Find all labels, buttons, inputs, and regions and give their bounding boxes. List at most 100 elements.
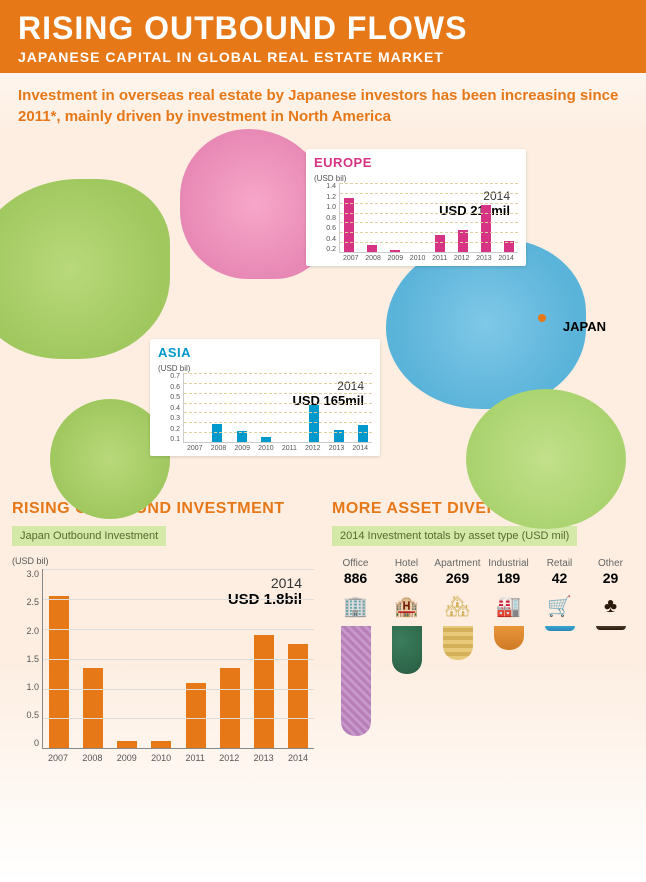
xtick-label: 2014 <box>352 445 368 452</box>
assets-column: MORE ASSET DIVERSIFICATION 2014 Investme… <box>332 499 634 763</box>
outbound-section-title: RISING OUTBOUND INVESTMENT <box>12 499 314 518</box>
xtick-label: 2013 <box>254 753 274 763</box>
xtick-label: 2007 <box>48 753 68 763</box>
intro-text: Investment in overseas real estate by Ja… <box>0 73 646 139</box>
ytick-label: 2.0 <box>26 626 39 636</box>
ytick-label: 0.8 <box>326 215 336 222</box>
outbound-plot: 3.02.52.01.51.00.50 <box>42 569 314 749</box>
xtick-label: 2007 <box>343 255 359 262</box>
header-banner: RISING OUTBOUND FLOWS JAPANESE CAPITAL I… <box>0 0 646 73</box>
asset-label: Apartment <box>434 558 480 569</box>
ytick-label: 0.4 <box>326 236 336 243</box>
europe-axis-label: (USD bil) <box>314 174 518 183</box>
ytick-label: 0.5 <box>170 394 180 401</box>
asset-label: Retail <box>547 558 573 569</box>
gridline <box>340 242 518 243</box>
europe-x-axis: 20072008200920102011201220132014 <box>343 255 514 262</box>
bar <box>358 425 368 442</box>
asset-other: Other29♣ <box>587 558 634 630</box>
asset-label: Industrial <box>488 558 529 569</box>
asia-plot <box>183 373 372 443</box>
ytick-label: 3.0 <box>26 569 39 579</box>
xtick-label: 2013 <box>329 445 345 452</box>
ytick-label: 0.6 <box>170 384 180 391</box>
xtick-label: 2010 <box>151 753 171 763</box>
asset-bar <box>392 626 422 674</box>
outbound-chart: (USD bil) 2014 USD 1.8bil 3.02.52.01.51.… <box>12 556 314 763</box>
map-blob-africa <box>0 179 170 359</box>
map-blob-seasia <box>466 389 626 529</box>
ytick-label: 1.0 <box>26 682 39 692</box>
xtick-label: 2011 <box>432 255 447 262</box>
ytick-label: 0.6 <box>326 225 336 232</box>
xtick-label: 2012 <box>305 445 321 452</box>
gridline <box>43 629 314 630</box>
asia-y-axis: 0.70.60.50.40.30.20.1 <box>158 373 180 443</box>
xtick-label: 2012 <box>219 753 239 763</box>
bar <box>367 245 377 252</box>
bar <box>186 683 206 749</box>
japan-label: JAPAN <box>563 319 606 334</box>
gridline <box>184 432 372 433</box>
bar <box>117 741 137 748</box>
ytick-label: 1.4 <box>326 183 336 190</box>
bottom-section: RISING OUTBOUND INVESTMENT Japan Outboun… <box>0 499 646 763</box>
asset-office: Office886🏢 <box>332 558 379 736</box>
asset-apartment: Apartment269🏘 <box>434 558 481 659</box>
gridline <box>184 383 372 384</box>
asset-industrial: Industrial189🏭 <box>485 558 532 649</box>
gridline <box>43 569 314 570</box>
bar <box>49 596 69 748</box>
europe-plot <box>339 183 518 253</box>
asset-value: 29 <box>603 570 619 586</box>
asset-icon: 🏢 <box>340 590 372 622</box>
ytick-label: 0.5 <box>26 710 39 720</box>
xtick-label: 2011 <box>186 753 205 763</box>
xtick-label: 2010 <box>258 445 274 452</box>
asia-axis-label: (USD bil) <box>158 364 372 373</box>
assets-tag: 2014 Investment totals by asset type (US… <box>332 526 577 546</box>
gridline <box>340 232 518 233</box>
outbound-tag: Japan Outbound Investment <box>12 526 166 546</box>
gridline <box>43 689 314 690</box>
xtick-label: 2009 <box>117 753 137 763</box>
xtick-label: 2010 <box>410 255 426 262</box>
asia-chart-title: ASIA <box>158 345 372 360</box>
ytick-label: 0.4 <box>170 405 180 412</box>
gridline <box>340 193 518 194</box>
asia-x-axis: 20072008200920102011201220132014 <box>187 445 368 452</box>
asset-value: 886 <box>344 570 367 586</box>
xtick-label: 2008 <box>82 753 102 763</box>
asset-bar <box>341 626 371 736</box>
ytick-label: 0 <box>34 738 39 748</box>
asset-icon: ♣ <box>595 590 627 622</box>
xtick-label: 2014 <box>288 753 308 763</box>
ytick-label: 0.7 <box>170 373 180 380</box>
asset-value: 42 <box>552 570 568 586</box>
xtick-label: 2009 <box>234 445 250 452</box>
outbound-y-axis: 3.02.52.01.51.00.50 <box>13 569 39 748</box>
asset-bar <box>545 626 575 631</box>
bar <box>220 668 240 749</box>
infographic-page: RISING OUTBOUND FLOWS JAPANESE CAPITAL I… <box>0 0 646 882</box>
gridline <box>184 393 372 394</box>
world-map-section: JAPAN EUROPE (USD bil) 2014 USD 211mil 1… <box>0 139 646 499</box>
gridline <box>43 659 314 660</box>
gridline <box>340 183 518 184</box>
gridline <box>43 599 314 600</box>
gridline <box>43 718 314 719</box>
gridline <box>340 213 518 214</box>
outbound-x-axis: 2007 2008 2009 2010 2011 2012 2013 2014 <box>48 753 308 763</box>
japan-marker-icon <box>538 314 546 322</box>
ytick-label: 0.2 <box>170 426 180 433</box>
ytick-label: 0.2 <box>326 246 336 253</box>
bar <box>83 668 103 749</box>
bar <box>390 250 400 252</box>
europe-y-axis: 1.41.21.00.80.60.40.2 <box>314 183 336 253</box>
ytick-label: 1.5 <box>26 654 39 664</box>
page-subtitle: JAPANESE CAPITAL IN GLOBAL REAL ESTATE M… <box>18 49 628 65</box>
bar <box>261 437 271 442</box>
ytick-label: 1.0 <box>326 204 336 211</box>
asset-value: 269 <box>446 570 469 586</box>
xtick-label: 2013 <box>476 255 492 262</box>
